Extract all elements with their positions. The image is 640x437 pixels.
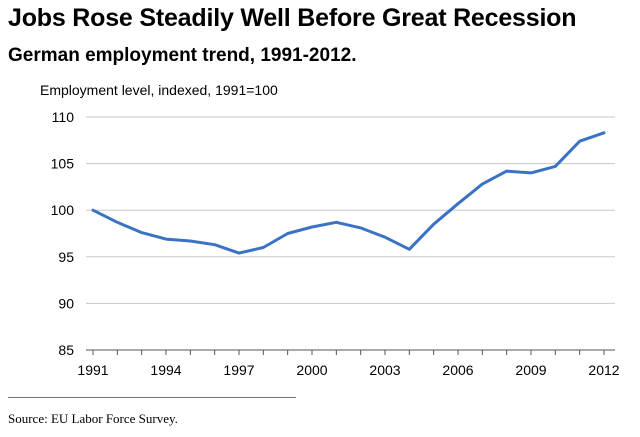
x-tick-label: 2006 (442, 362, 473, 378)
source-note: Source: EU Labor Force Survey. (8, 411, 178, 426)
x-tick-label: 2009 (515, 362, 546, 378)
chart-subtitle: German employment trend, 1991-2012. (8, 45, 357, 66)
x-tick-label: 2012 (588, 362, 619, 378)
series-lines (91, 131, 606, 255)
x-tick-label: 1991 (77, 362, 108, 378)
x-tick-label: 2003 (369, 362, 400, 378)
gridlines (86, 116, 615, 355)
employment-series-line (91, 131, 606, 255)
y-tick-label: 95 (58, 249, 74, 265)
y-tick-labels: 85 90 95 100 105 110 (51, 109, 75, 358)
y-tick-label: 100 (51, 202, 75, 218)
x-tick-label: 2000 (296, 362, 327, 378)
x-tick-labels: 1991 1994 1997 2000 2003 2006 2009 2012 (77, 362, 619, 378)
x-tick-label: 1994 (150, 362, 181, 378)
footer-divider (8, 397, 296, 398)
y-axis-label: Employment level, indexed, 1991=100 (40, 82, 278, 98)
x-tick-label: 1997 (223, 362, 254, 378)
chart-title: Jobs Rose Steadily Well Before Great Rec… (8, 4, 577, 32)
y-tick-label: 110 (52, 109, 75, 125)
y-tick-label: 85 (58, 342, 74, 358)
y-tick-label: 105 (51, 156, 75, 172)
line-chart: 85 90 95 100 105 110 1991 1994 1997 2000 2003 2006… (51, 109, 620, 378)
y-tick-label: 90 (58, 295, 74, 311)
